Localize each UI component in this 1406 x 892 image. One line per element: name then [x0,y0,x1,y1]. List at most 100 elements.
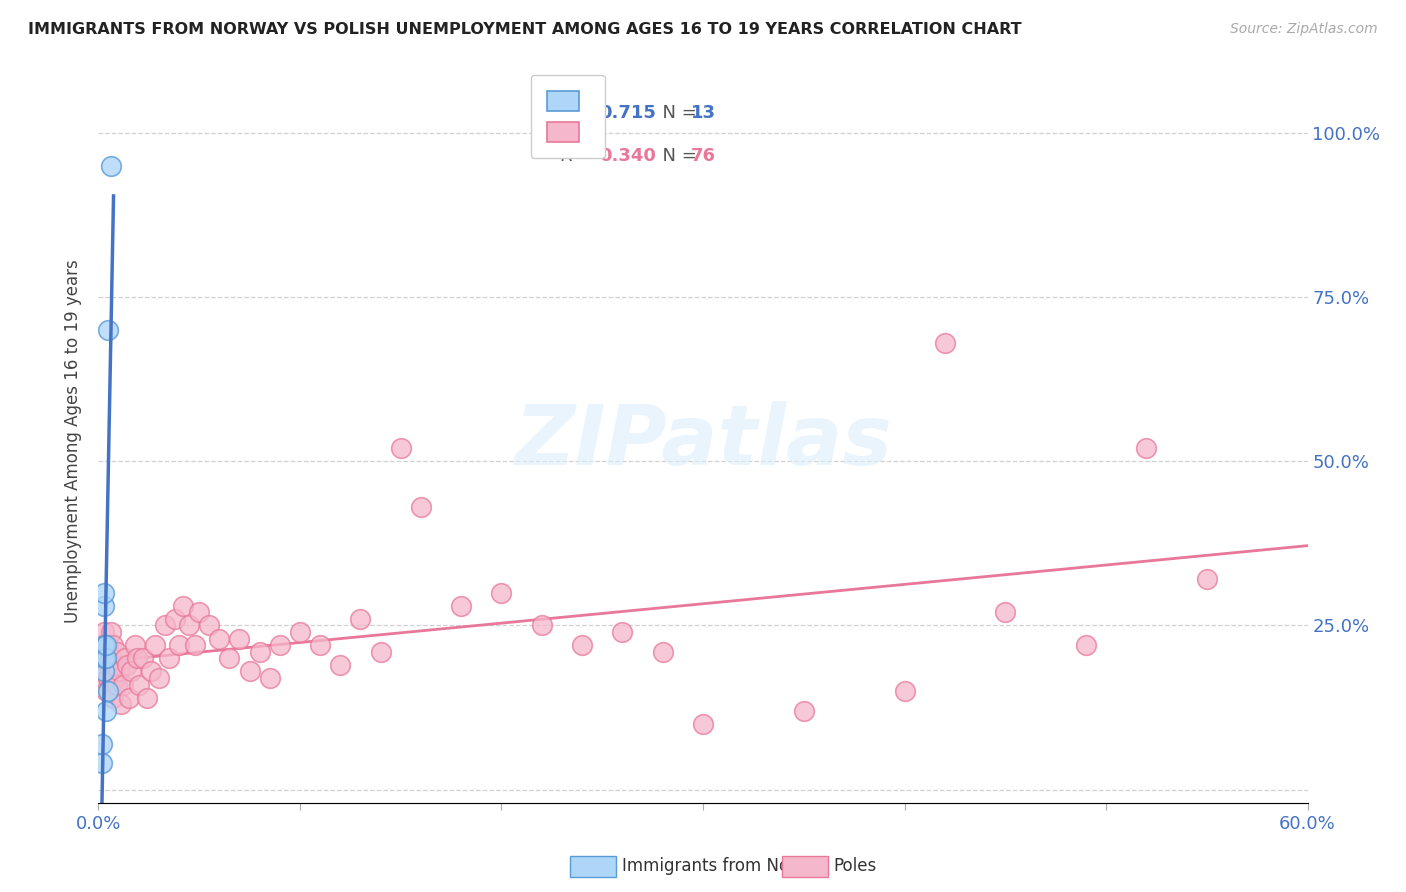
Point [103,657,125,672]
Text: N =: N = [651,147,703,165]
Point [184,638,207,652]
Point [96,638,118,652]
Point [139,665,162,679]
Point [179,618,201,632]
Point [309,638,332,652]
Point [97,638,120,652]
Point [107,665,129,679]
Point [163,612,186,626]
Point [96,651,118,665]
Point [172,599,194,613]
Text: Source: ZipAtlas.com: Source: ZipAtlas.com [1230,22,1378,37]
Point [91,638,114,652]
Point [125,651,148,665]
Point [105,677,128,691]
Text: R =: R = [561,147,599,165]
Point [1195,573,1218,587]
Point [288,625,311,640]
Point [91,665,114,679]
Point [1074,638,1097,652]
Point [100,625,122,640]
Point [148,671,170,685]
Point [118,690,141,705]
Point [97,323,120,337]
Point [91,651,114,665]
Point [188,605,211,619]
Point [93,651,115,665]
Point [96,684,118,698]
Point [103,671,125,685]
Text: 0.340: 0.340 [599,147,655,165]
Text: Immigrants from Norway: Immigrants from Norway [621,857,830,875]
Point [249,645,271,659]
Point [157,651,180,665]
Text: 76: 76 [690,147,716,165]
Text: 13: 13 [690,103,716,122]
Point [101,638,124,652]
Point [100,159,122,173]
Point [389,441,412,455]
Point [91,756,114,771]
Point [135,690,157,705]
Point [96,704,118,718]
Text: ZIPatlas: ZIPatlas [515,401,891,482]
Text: 0.715: 0.715 [599,103,655,122]
Point [100,651,122,665]
Point [530,618,553,632]
Point [132,651,155,665]
Point [218,651,240,665]
Point [612,625,634,640]
Point [409,500,432,515]
Point [571,638,593,652]
Point [93,638,115,652]
Point [91,737,114,751]
Point [128,677,150,691]
Point [93,651,115,665]
Point [93,599,115,613]
Point [97,684,120,698]
Y-axis label: Unemployment Among Ages 16 to 19 years: Unemployment Among Ages 16 to 19 years [65,260,83,624]
Text: N =: N = [651,103,703,122]
Point [349,612,371,626]
Point [93,665,115,679]
Point [491,585,513,599]
Point [96,651,118,665]
Point [111,677,134,691]
Point [93,665,115,679]
Text: IMMIGRANTS FROM NORWAY VS POLISH UNEMPLOYMENT AMONG AGES 16 TO 19 YEARS CORRELAT: IMMIGRANTS FROM NORWAY VS POLISH UNEMPLO… [28,22,1022,37]
Point [692,717,714,731]
Point [115,657,138,672]
FancyBboxPatch shape [782,855,828,877]
Point [105,645,128,659]
Point [124,638,146,652]
Point [994,605,1017,619]
Point [93,625,115,640]
Point [93,677,115,691]
Point [259,671,281,685]
Point [793,704,815,718]
Point [120,665,142,679]
Point [167,638,190,652]
Point [450,599,472,613]
Point [101,665,124,679]
Point [329,657,352,672]
Point [114,651,136,665]
Point [96,638,118,652]
Point [110,698,132,712]
Point [269,638,291,652]
Point [239,665,262,679]
Point [143,638,166,652]
Point [651,645,673,659]
Point [97,651,120,665]
Point [893,684,915,698]
Point [96,665,118,679]
Point [101,690,124,705]
Point [100,677,122,691]
Point [1135,441,1157,455]
Text: Poles: Poles [834,857,877,875]
Point [93,638,115,652]
Point [93,585,115,599]
Point [208,632,231,646]
Text: R =: R = [561,103,599,122]
FancyBboxPatch shape [569,855,616,877]
